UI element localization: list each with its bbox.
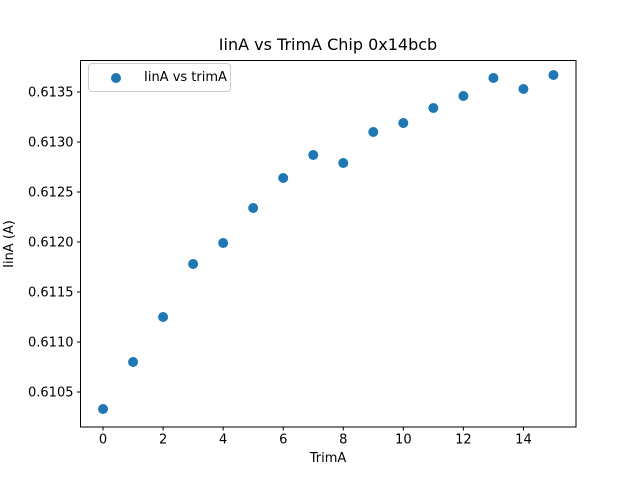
- x-tick-label: 12: [455, 433, 472, 448]
- data-point: [308, 150, 319, 160]
- y-tick-label: 0.6135: [28, 86, 74, 101]
- data-point: [488, 73, 499, 83]
- x-tick-label: 0: [99, 433, 107, 448]
- circle-marker-icon: [111, 72, 121, 83]
- x-tick-label: 4: [219, 433, 227, 448]
- x-tick-label: 8: [339, 433, 347, 448]
- y-tick-label: 0.6130: [28, 136, 74, 151]
- y-tick-label: 0.6115: [28, 286, 74, 301]
- data-point: [278, 173, 289, 183]
- x-tick-label: 10: [395, 433, 412, 448]
- chart-title: IinA vs TrimA Chip 0x14bcb: [218, 35, 438, 54]
- data-point: [188, 259, 199, 269]
- y-tick-label: 0.6125: [28, 186, 74, 201]
- data-point: [548, 70, 559, 80]
- legend-label: IinA vs trimA: [144, 69, 227, 85]
- plot-frame: [80, 60, 577, 428]
- x-axis-label: TrimA: [309, 451, 347, 466]
- data-point: [98, 404, 109, 414]
- x-tick-label: 6: [279, 433, 287, 448]
- data-point: [248, 203, 259, 213]
- data-point: [458, 91, 469, 101]
- y-tick-label: 0.6120: [28, 236, 74, 251]
- data-point: [218, 238, 229, 248]
- y-tick-label: 0.6105: [28, 386, 74, 401]
- data-point: [158, 312, 169, 322]
- data-point: [518, 84, 529, 94]
- x-tick-label: 14: [515, 433, 532, 448]
- data-point: [128, 357, 139, 367]
- y-tick-label: 0.6110: [28, 336, 74, 351]
- data-point: [368, 127, 379, 137]
- legend: IinA vs trimA: [88, 63, 231, 92]
- x-tick-label: 2: [159, 433, 167, 448]
- data-point: [398, 118, 409, 128]
- data-point: [338, 158, 349, 168]
- data-point: [428, 103, 439, 113]
